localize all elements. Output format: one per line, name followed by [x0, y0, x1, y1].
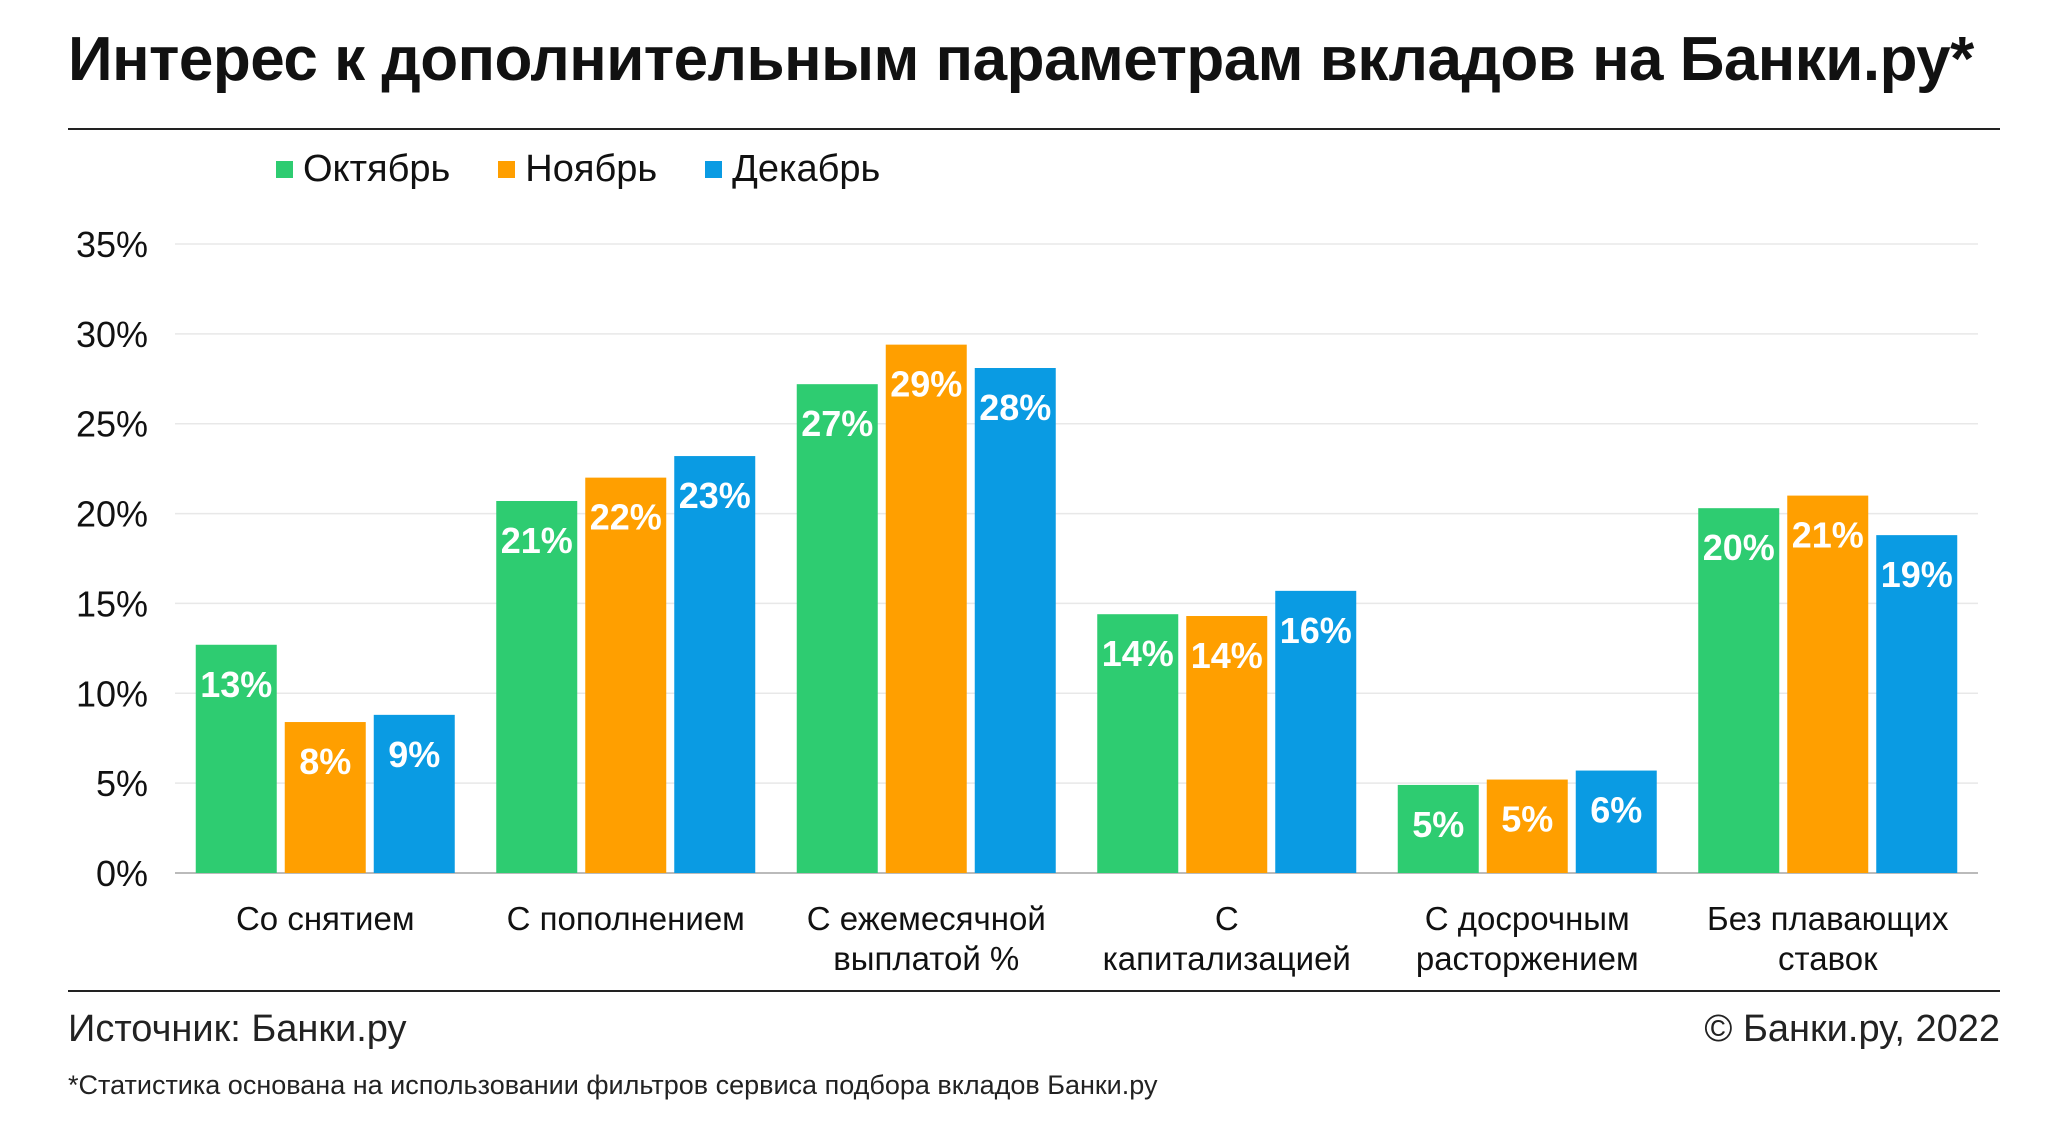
data-label: 14% — [1191, 635, 1263, 676]
y-tick-label: 10% — [76, 673, 148, 714]
x-tick-label: Со снятием — [236, 900, 415, 937]
bar — [796, 384, 878, 873]
bar — [1275, 590, 1357, 873]
y-tick-label: 20% — [76, 494, 148, 535]
bar — [1876, 535, 1958, 873]
bar — [496, 500, 578, 873]
data-label: 9% — [388, 734, 440, 775]
x-tick-label: выплатой % — [833, 940, 1019, 977]
bar — [284, 722, 366, 873]
legend-swatch-november — [498, 161, 516, 178]
y-tick-label: 15% — [76, 583, 148, 624]
bar — [1186, 616, 1268, 873]
x-tick-label: С ежемесячной — [807, 900, 1046, 937]
x-tick-label: С — [1215, 900, 1239, 937]
chart-title: Интерес к дополнительным параметрам вкла… — [68, 25, 1974, 94]
data-label: 28% — [979, 387, 1051, 428]
source-text: Источник: Банки.ру — [68, 1008, 407, 1050]
data-label: 6% — [1590, 790, 1642, 831]
data-label: 20% — [1703, 527, 1775, 568]
legend: Октябрь Ноябрь Декабрь — [276, 148, 880, 191]
bar — [974, 368, 1056, 873]
bar — [1097, 614, 1179, 873]
legend-item-november: Ноябрь — [498, 148, 657, 191]
legend-label-november: Ноябрь — [525, 148, 658, 190]
bar — [373, 714, 455, 873]
x-tick-label: ставок — [1778, 940, 1878, 977]
data-label: 13% — [200, 664, 272, 705]
data-label: 22% — [590, 497, 662, 538]
bar — [585, 477, 667, 873]
footnote-text: *Статистика основана на использовании фи… — [68, 1070, 1158, 1100]
data-label: 5% — [1412, 804, 1464, 845]
legend-swatch-december — [705, 161, 723, 178]
bar — [1698, 508, 1780, 873]
data-label: 5% — [1501, 799, 1553, 840]
y-tick-label: 35% — [76, 224, 148, 265]
data-label: 23% — [679, 475, 751, 516]
bar — [1575, 770, 1657, 873]
legend-item-december: Декабрь — [705, 148, 880, 191]
bar — [1486, 779, 1568, 873]
y-tick-label: 25% — [76, 404, 148, 445]
x-tick-label: капитализацией — [1103, 940, 1351, 977]
data-label: 8% — [299, 741, 351, 782]
x-tick-label: С пополнением — [507, 900, 745, 937]
bar — [885, 344, 967, 873]
y-tick-label: 5% — [96, 763, 148, 804]
data-label: 14% — [1102, 633, 1174, 674]
legend-swatch-october — [276, 161, 293, 178]
x-tick-label: Без плавающих — [1707, 900, 1949, 937]
legend-label-december: Декабрь — [732, 148, 881, 190]
title-divider — [68, 128, 2000, 130]
bar — [674, 456, 756, 873]
footer-divider — [68, 990, 2000, 992]
legend-item-october: Октябрь — [276, 148, 450, 191]
data-label: 21% — [501, 520, 573, 561]
bar — [1397, 784, 1479, 873]
bar — [1787, 495, 1869, 873]
bar — [195, 644, 277, 873]
bar-chart: 0% 5% 10% 15% 20% 25% 30% 35% 13% 8% 9% Со снятием 2… — [76, 224, 1978, 977]
data-label: 27% — [801, 403, 873, 444]
legend-label-october: Октябрь — [303, 148, 451, 190]
x-tick-label: С досрочным — [1425, 900, 1630, 937]
copyright-text: © Банки.ру, 2022 — [1704, 1008, 2000, 1050]
data-label: 19% — [1881, 554, 1953, 595]
y-tick-label: 0% — [96, 853, 148, 894]
data-label: 16% — [1280, 610, 1352, 651]
y-tick-label: 30% — [76, 314, 148, 355]
data-label: 21% — [1792, 515, 1864, 556]
x-tick-label: расторжением — [1416, 940, 1639, 977]
data-label: 29% — [890, 364, 962, 405]
